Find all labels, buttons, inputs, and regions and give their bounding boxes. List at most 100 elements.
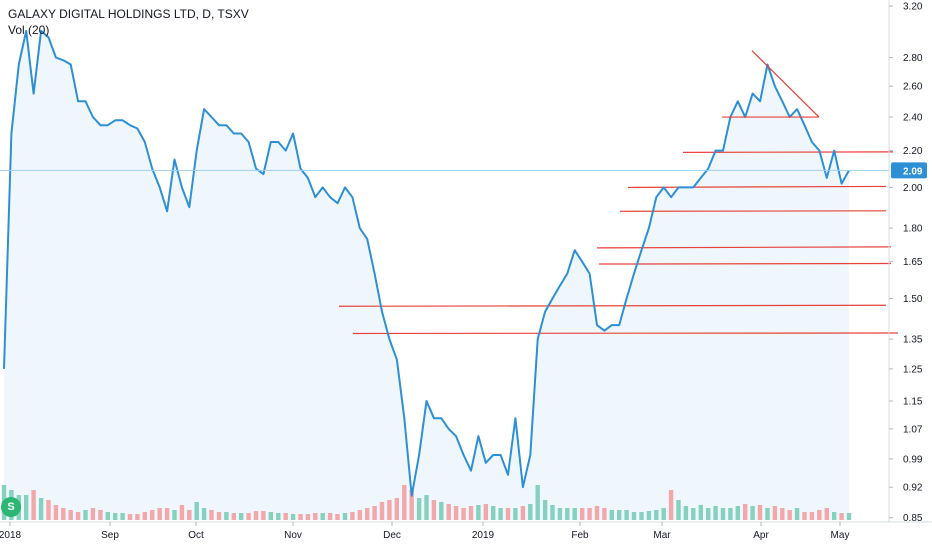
volume-bar [698, 505, 703, 520]
x-tick-label: Oct [188, 530, 204, 541]
x-tick-label: 2018 [0, 530, 22, 541]
volume-bar [46, 500, 51, 520]
volume-bar [691, 508, 696, 520]
volume-bar [832, 512, 837, 520]
volume-bar [661, 508, 666, 520]
y-axis[interactable]: 3.20 2.80 2.60 2.40 2.20 2.00 1.80 1.65 1.50 1.35… [888, 0, 923, 524]
x-tick-label: 2019 [472, 530, 495, 541]
volume-bar [439, 502, 444, 520]
price-tag-box [891, 162, 927, 179]
volume-bar [639, 512, 644, 520]
volume-bar [676, 500, 681, 520]
y-tick-label: 0.85 [903, 513, 923, 524]
volume-bar [83, 510, 88, 520]
y-tick-label: 2.00 [903, 183, 923, 194]
volume-bar [728, 508, 733, 520]
volume-bar [565, 508, 570, 520]
volume-bar [113, 513, 118, 520]
horizontal-level-line [598, 262, 892, 265]
price-area-fill [4, 30, 849, 521]
y-tick-label: 2.40 [903, 113, 923, 124]
volume-bar [802, 512, 807, 520]
volume-bar [290, 514, 296, 520]
horizontal-level-line [338, 304, 887, 307]
volume-bar [90, 508, 96, 520]
volume-bar [765, 508, 770, 520]
x-tick-label: Dec [383, 530, 401, 541]
volume-bar [602, 508, 607, 520]
volume-bar [335, 514, 340, 520]
volume-bar [513, 508, 518, 520]
volume-bar [587, 508, 592, 520]
volume-bar [609, 510, 614, 520]
volume-bar [498, 508, 503, 520]
volume-bar [261, 511, 266, 520]
volume-bar [683, 506, 689, 520]
volume-bar [631, 512, 637, 520]
volume-bar [535, 485, 540, 520]
volume-bar [157, 508, 162, 520]
volume-bar [365, 508, 370, 520]
volume-bar [313, 513, 318, 520]
symbol-title: GALAXY DIGITAL HOLDINGS LTD, D, TSXV [8, 7, 249, 21]
price-series [0, 29, 889, 497]
horizontal-level-line [619, 210, 887, 212]
x-tick-label: Mar [653, 530, 671, 541]
volume-bar [505, 508, 511, 520]
volume-bar [817, 510, 822, 520]
volume-bar [550, 505, 555, 520]
y-tick-label: 2.60 [903, 82, 923, 93]
volume-bar [431, 500, 437, 520]
volume-bar [387, 500, 392, 520]
volume-bar [120, 513, 125, 520]
volume-indicator-label: Vol (20) [8, 23, 50, 37]
watermark-logo: S [1, 497, 21, 517]
volume-bar [468, 506, 474, 520]
horizontal-level-line [596, 246, 892, 249]
volume-bar [750, 506, 755, 520]
volume-bar [350, 512, 355, 520]
volume-bar [379, 502, 385, 520]
volume-bar [735, 506, 740, 520]
volume-bar [824, 508, 829, 520]
volume-bar [453, 506, 459, 520]
volume-bar [446, 504, 451, 520]
volume-bar [53, 505, 59, 520]
volume-bar [231, 513, 236, 520]
volume-bar [624, 510, 629, 520]
volume-bar [476, 505, 481, 520]
triangle-trendlines [722, 50, 820, 118]
volume-bar [239, 513, 244, 520]
volume-bar [780, 508, 785, 520]
volume-bar [557, 508, 563, 520]
volume-bar [787, 510, 792, 520]
x-axis[interactable]: 2018 Sep Oct Nov Dec 2019 Feb Mar Apr May [0, 521, 932, 541]
volume-bar [646, 511, 652, 520]
volume-bars [1, 485, 852, 520]
volume-bar [713, 506, 718, 520]
volume-bar [617, 510, 622, 520]
volume-bar [142, 512, 147, 520]
volume-bar [757, 505, 763, 520]
volume-bar [572, 508, 577, 520]
volume-bar [839, 513, 844, 520]
current-price-tag: 2.09 [891, 162, 927, 179]
volume-bar [743, 504, 748, 520]
volume-bar [283, 513, 288, 520]
volume-bar [150, 510, 155, 520]
x-tick-label: Feb [571, 530, 589, 541]
horizontal-level-line [627, 185, 887, 189]
volume-bar [416, 498, 422, 520]
volume-bar [224, 512, 229, 520]
volume-bar [61, 508, 66, 520]
descending-trendline [751, 50, 820, 118]
volume-bar [164, 508, 170, 520]
volume-bar [201, 508, 207, 520]
volume-bar [720, 508, 726, 520]
y-tick-label: 1.80 [903, 224, 923, 235]
volume-bar [209, 510, 214, 520]
x-tick-label: Nov [284, 530, 302, 541]
volume-bar [668, 490, 674, 520]
volume-bar [706, 508, 711, 520]
